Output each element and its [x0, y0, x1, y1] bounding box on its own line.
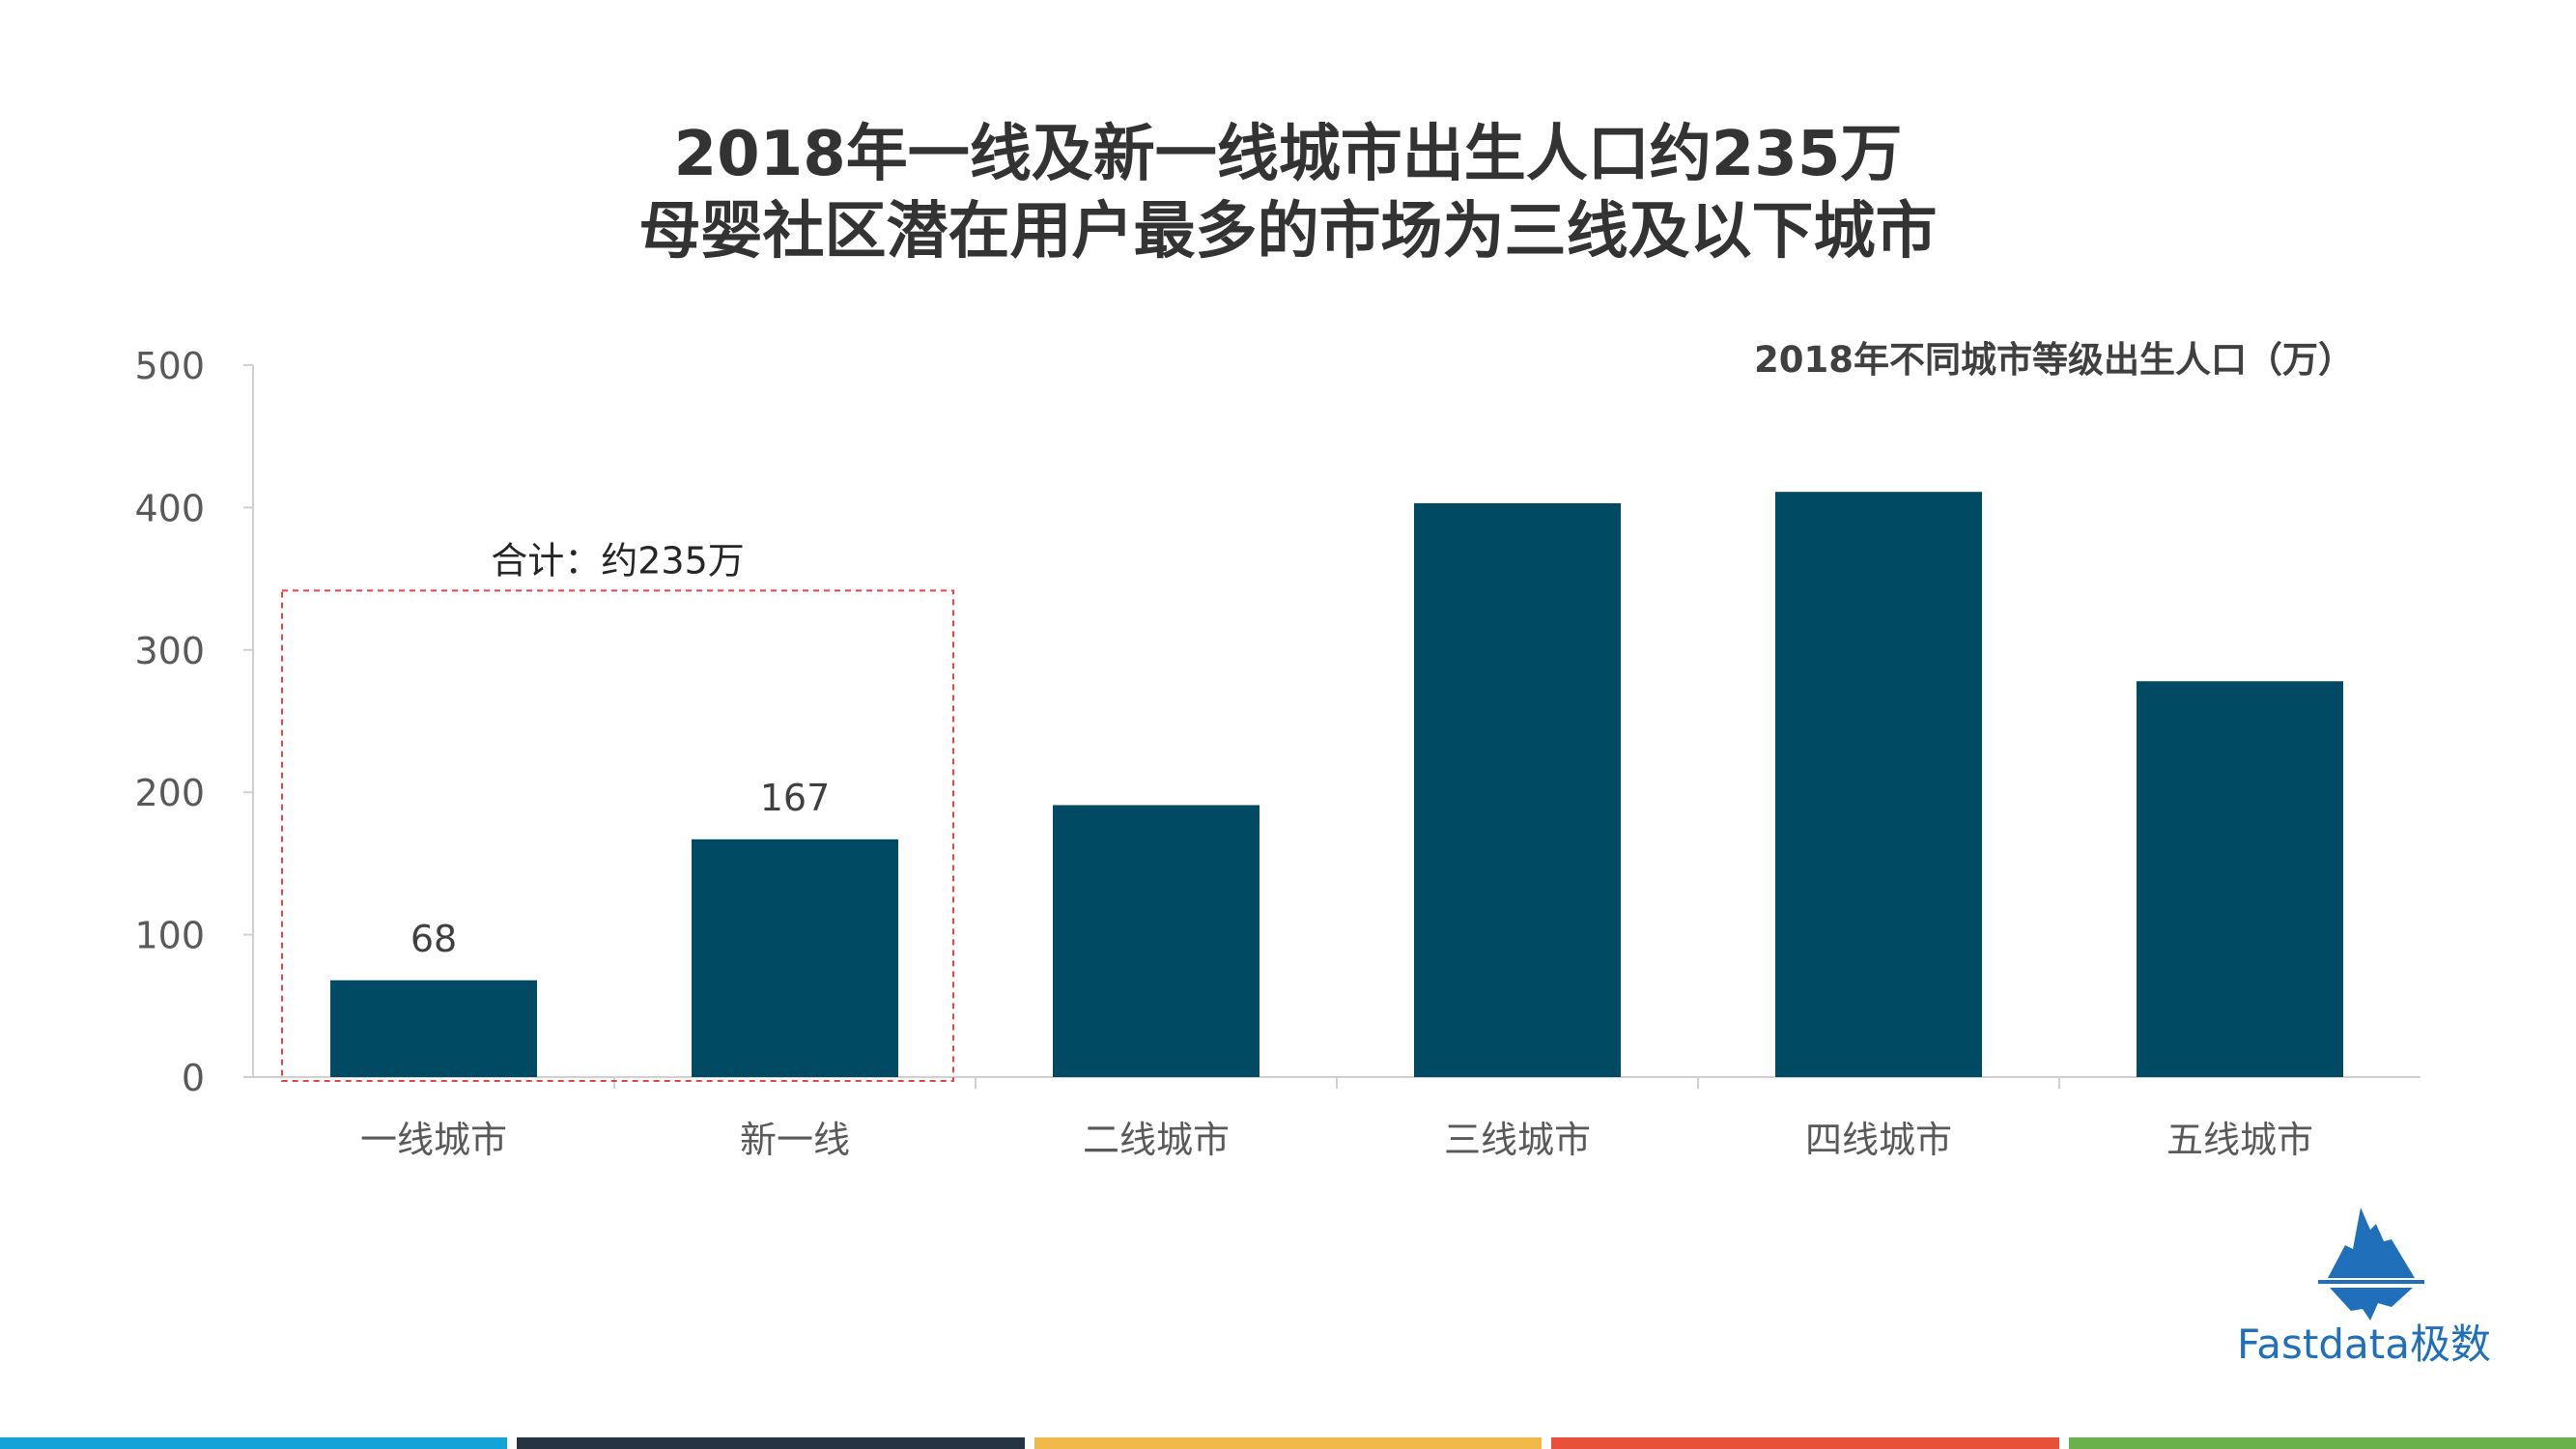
page-title-line1: 2018年一线及新一线城市出生人口约235万: [673, 119, 1903, 190]
data-label: 68: [410, 918, 457, 960]
annotation-box: [281, 589, 954, 1082]
footer-bar-segment: [2068, 1437, 2576, 1449]
annotation-label: 合计：约235万: [491, 539, 745, 582]
x-tick-label: 二线城市: [1083, 1119, 1230, 1161]
footer-bar-segment: [517, 1437, 1025, 1449]
bar: [2137, 681, 2343, 1077]
bar: [692, 838, 898, 1077]
data-label: 167: [760, 777, 831, 819]
y-tick-label: 100: [134, 915, 205, 957]
y-tick-label: 500: [134, 345, 205, 387]
y-tick-label: 400: [134, 487, 205, 529]
y-tick-label: 200: [134, 772, 205, 814]
footer-bar-segment: [1033, 1437, 1543, 1449]
bar: [1053, 805, 1260, 1077]
y-tick-label: 300: [134, 630, 205, 672]
footer-bar-segment: [1551, 1437, 2059, 1449]
brand-logo-text: Fastdata极数: [2237, 1321, 2491, 1368]
bar: [1775, 492, 1982, 1077]
x-tick-label: 五线城市: [2166, 1119, 2313, 1161]
footer-color-bar: [0, 1437, 2576, 1449]
x-tick-label: 一线城市: [360, 1119, 507, 1161]
y-tick-label: 0: [182, 1057, 205, 1099]
x-tick-label: 三线城市: [1444, 1119, 1591, 1161]
bar: [330, 980, 537, 1077]
footer-bar-segment: [0, 1437, 508, 1449]
bar: [1414, 502, 1621, 1077]
page-title-line2: 母婴社区潜在用户最多的市场为三线及以下城市: [638, 196, 1938, 268]
chart-title: 2018年不同城市等级出生人口（万）: [1754, 339, 2354, 381]
iceberg-icon: [2318, 1208, 2424, 1321]
x-tick-label: 四线城市: [1805, 1119, 1952, 1161]
x-tick-label: 新一线: [740, 1119, 850, 1161]
